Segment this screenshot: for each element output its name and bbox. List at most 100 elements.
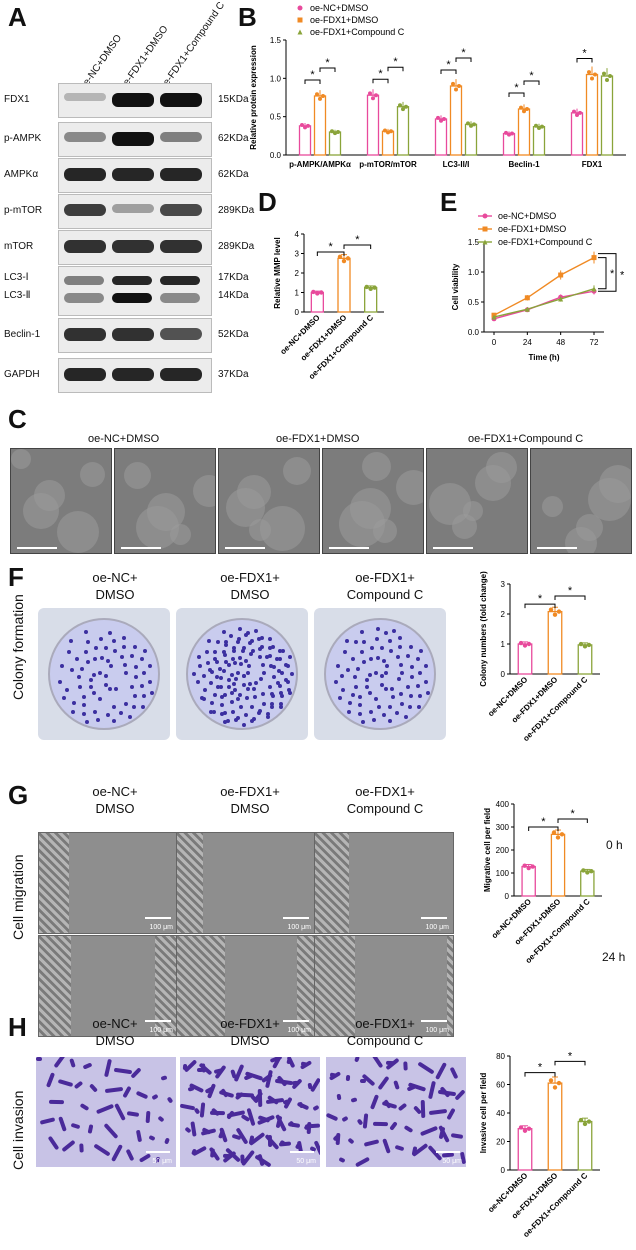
colony-dot — [278, 691, 283, 696]
panel-letter-d: D — [258, 187, 277, 217]
colony-dot — [91, 672, 96, 677]
dish-well — [48, 618, 160, 730]
colony-dot — [340, 674, 344, 678]
colony-dot — [224, 639, 229, 644]
x-tick-label: Beclin-1 — [508, 160, 540, 169]
panel-letter-h: H — [8, 1012, 27, 1042]
series-line — [493, 256, 595, 316]
migration-image: 100 μm — [38, 832, 178, 934]
blot-band — [64, 168, 106, 182]
em-structure — [588, 478, 631, 521]
data-point — [526, 865, 531, 871]
bar — [366, 94, 380, 156]
colony-dot — [248, 652, 253, 657]
colony-dot — [259, 636, 264, 641]
data-point — [364, 284, 369, 290]
data-point — [590, 76, 594, 81]
blot-lane-label: oe-FDX1+Compound C — [158, 0, 228, 93]
colony-dot — [398, 645, 403, 650]
colony-dot — [389, 649, 393, 654]
colony-dot — [361, 720, 365, 724]
colony-dot — [268, 636, 272, 641]
colony-dot — [377, 704, 382, 709]
blot-kda-label: 289KDa — [218, 205, 255, 216]
colony-dot — [409, 675, 414, 680]
colony-dot — [359, 630, 364, 635]
data-point — [466, 121, 470, 126]
migration-image: 100 μm — [314, 935, 454, 1037]
time-label-0h: 0 h — [606, 838, 623, 852]
colony-dot — [81, 694, 86, 699]
invading-cell — [389, 1121, 398, 1131]
colony-dot — [83, 630, 88, 635]
bar — [521, 865, 536, 897]
em-label-cc: oe-FDX1+Compound C — [468, 433, 584, 445]
dish-well — [324, 618, 436, 730]
invading-cell — [88, 1083, 99, 1093]
invading-cell — [450, 1133, 464, 1139]
colony-dot — [408, 704, 413, 709]
bar — [517, 108, 531, 156]
colony-dot — [423, 679, 428, 684]
cell-invasion-label: Cell invasion — [10, 1090, 26, 1170]
colony-dot — [230, 710, 235, 714]
y-tick-label: 1.0 — [468, 268, 480, 277]
data-point — [315, 291, 320, 296]
data-point — [522, 1128, 528, 1133]
condition-label: oe-FDX1+ DMSO — [220, 1016, 280, 1048]
colony-dot — [231, 645, 236, 650]
bar — [600, 75, 614, 156]
scale-bar — [283, 1020, 309, 1022]
sig-star: * — [568, 1050, 573, 1062]
invading-cell — [73, 1080, 84, 1090]
invading-cell — [130, 1067, 142, 1079]
blot-band — [160, 168, 202, 182]
colony-dot — [65, 688, 70, 693]
blot-band — [64, 293, 104, 303]
colony-dot — [261, 701, 266, 706]
data-point — [586, 1119, 592, 1124]
data-point — [389, 129, 393, 134]
invading-cell — [138, 1153, 152, 1163]
blot-kda-label: 37KDa — [218, 369, 249, 380]
data-point — [383, 128, 387, 133]
invading-cell — [48, 1099, 65, 1105]
data-point — [457, 84, 461, 88]
colony-dot — [387, 639, 392, 644]
invading-cell — [377, 1075, 390, 1091]
y-axis-label: Cell viability — [451, 263, 460, 310]
colony-dot — [77, 675, 82, 680]
colony-dot — [375, 626, 380, 631]
invading-cell — [122, 1085, 132, 1099]
colony-dot — [109, 664, 114, 669]
data-point — [451, 81, 455, 86]
blot-row — [58, 266, 212, 316]
data-point — [548, 1078, 554, 1083]
colony-dot — [119, 711, 124, 716]
colony-dot — [416, 704, 421, 709]
colony-dot — [57, 680, 62, 685]
colony-dot — [248, 681, 253, 686]
scale-bar-label: 50 μm — [442, 1158, 462, 1165]
colony-dot — [397, 636, 402, 641]
invading-cell — [157, 1115, 165, 1123]
data-point — [519, 105, 523, 110]
colony-dot — [218, 666, 223, 671]
blot-band — [112, 293, 152, 303]
data-point — [321, 93, 325, 98]
colony-dot — [92, 710, 97, 714]
colony-dot — [247, 641, 252, 646]
y-tick-label: 1.5 — [270, 36, 282, 45]
data-point — [524, 295, 530, 301]
invading-cell — [446, 1107, 456, 1121]
colony-dot — [221, 649, 226, 654]
colony-dot — [213, 649, 218, 654]
bar — [532, 125, 546, 156]
blot-band — [112, 93, 154, 107]
em-structure — [339, 501, 385, 547]
bar — [517, 1128, 533, 1171]
invasion-image: 50 μm — [180, 1057, 320, 1167]
colony-dish — [176, 608, 308, 740]
scale-bar — [290, 1151, 314, 1153]
colony-dot — [251, 716, 256, 721]
